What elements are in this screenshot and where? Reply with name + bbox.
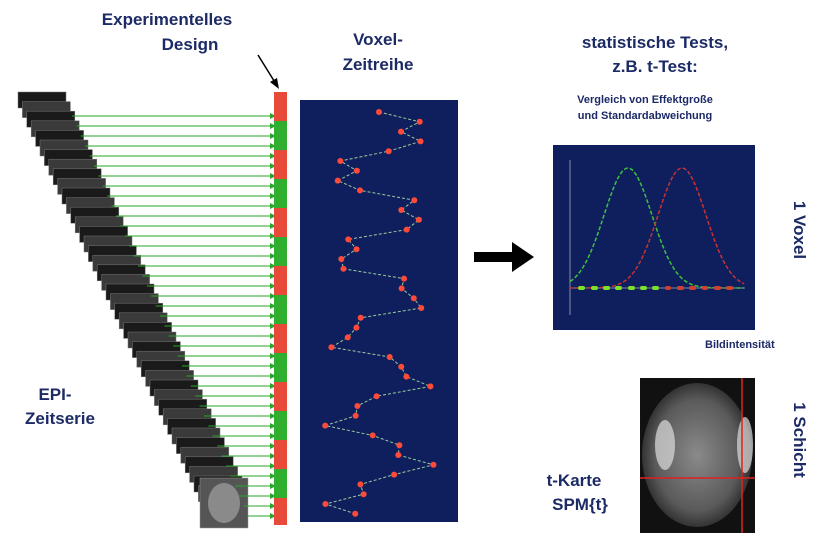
tmap-label: t-Karte	[547, 471, 602, 490]
series-point	[345, 334, 351, 340]
series-point	[387, 354, 393, 360]
series-point	[401, 276, 407, 282]
series-point	[354, 246, 360, 252]
series-point	[328, 344, 334, 350]
sample-point	[667, 286, 671, 290]
series-point	[353, 325, 359, 331]
design-block	[274, 92, 287, 121]
series-point	[354, 168, 360, 174]
design-block	[274, 353, 287, 382]
tests-subtitle: Vergleich von Effektgroße	[577, 94, 713, 106]
sample-point	[680, 286, 684, 290]
series-point	[398, 207, 404, 213]
series-point	[354, 403, 360, 409]
series-point	[417, 119, 423, 125]
tmap-label: SPM{t}	[552, 495, 608, 514]
series-point	[340, 266, 346, 272]
design-block	[274, 469, 287, 498]
activation	[655, 420, 675, 470]
design-block	[274, 440, 287, 469]
distribution-panel	[553, 145, 755, 330]
series-point	[358, 315, 364, 321]
tests-title: statistische Tests,	[582, 33, 728, 52]
series-point	[352, 511, 358, 517]
voxel-label: Zeitreihe	[343, 55, 414, 74]
series-point	[353, 413, 359, 419]
series-point	[376, 109, 382, 115]
design-block	[274, 179, 287, 208]
series-point	[337, 158, 343, 164]
design-label: Design	[162, 35, 219, 54]
sample-point	[729, 286, 733, 290]
sample-point	[581, 286, 585, 290]
design-label: Experimentelles	[102, 10, 232, 29]
series-point	[411, 295, 417, 301]
activation	[737, 417, 753, 473]
series-point	[404, 227, 410, 233]
sample-point	[692, 286, 696, 290]
epi-stack	[18, 92, 248, 528]
series-point	[374, 393, 380, 399]
design-block	[274, 266, 287, 295]
series-point	[357, 481, 363, 487]
voxel-side-label: 1 Voxel	[790, 201, 809, 259]
series-point	[357, 187, 363, 193]
epi-label: EPI-	[38, 385, 71, 404]
series-point	[322, 501, 328, 507]
arrows	[72, 113, 276, 519]
diagram: Experimentelles Design Voxel- Zeitreihe …	[0, 0, 820, 542]
tests-title: z.B. t-Test:	[612, 57, 698, 76]
big-arrow	[474, 242, 534, 272]
series-point	[399, 285, 405, 291]
series-point	[418, 305, 424, 311]
sample-point	[643, 286, 647, 290]
design-block	[274, 121, 287, 150]
design-block	[274, 295, 287, 324]
voxel-label: Voxel-	[353, 30, 403, 49]
design-block	[274, 324, 287, 353]
slice-side-label: 1 Schicht	[790, 402, 809, 478]
pointer	[258, 55, 276, 84]
pointer-head	[270, 78, 279, 89]
sample-point	[631, 286, 635, 290]
series-point	[398, 364, 404, 370]
series-point	[411, 197, 417, 203]
series-point	[338, 256, 344, 262]
tests-subtitle: und Standardabweichung	[578, 110, 712, 122]
sample-point	[704, 286, 708, 290]
series-point	[396, 442, 402, 448]
series-point	[395, 452, 401, 458]
design-block	[274, 411, 287, 440]
epi-label: Zeitserie	[25, 409, 95, 428]
sample-point	[594, 286, 598, 290]
voxel-panel	[300, 100, 458, 522]
series-point	[361, 491, 367, 497]
design-block	[274, 382, 287, 411]
series-point	[391, 472, 397, 478]
series-point	[398, 129, 404, 135]
series-point	[427, 383, 433, 389]
sample-point	[717, 286, 721, 290]
series-point	[416, 217, 422, 223]
design-block	[274, 237, 287, 266]
series-point	[386, 148, 392, 154]
series-point	[370, 432, 376, 438]
design-block	[274, 150, 287, 179]
design-block	[274, 498, 287, 525]
x-axis-label: Bildintensität	[705, 339, 775, 351]
series-point	[335, 178, 341, 184]
sample-point	[618, 286, 622, 290]
series-point	[345, 236, 351, 242]
series-point	[322, 423, 328, 429]
epi-brain	[208, 483, 240, 523]
series-point	[418, 138, 424, 144]
sample-point	[655, 286, 659, 290]
design-bar	[274, 92, 287, 525]
sample-point	[606, 286, 610, 290]
series-point	[403, 374, 409, 380]
series-point	[430, 462, 436, 468]
design-block	[274, 208, 287, 237]
